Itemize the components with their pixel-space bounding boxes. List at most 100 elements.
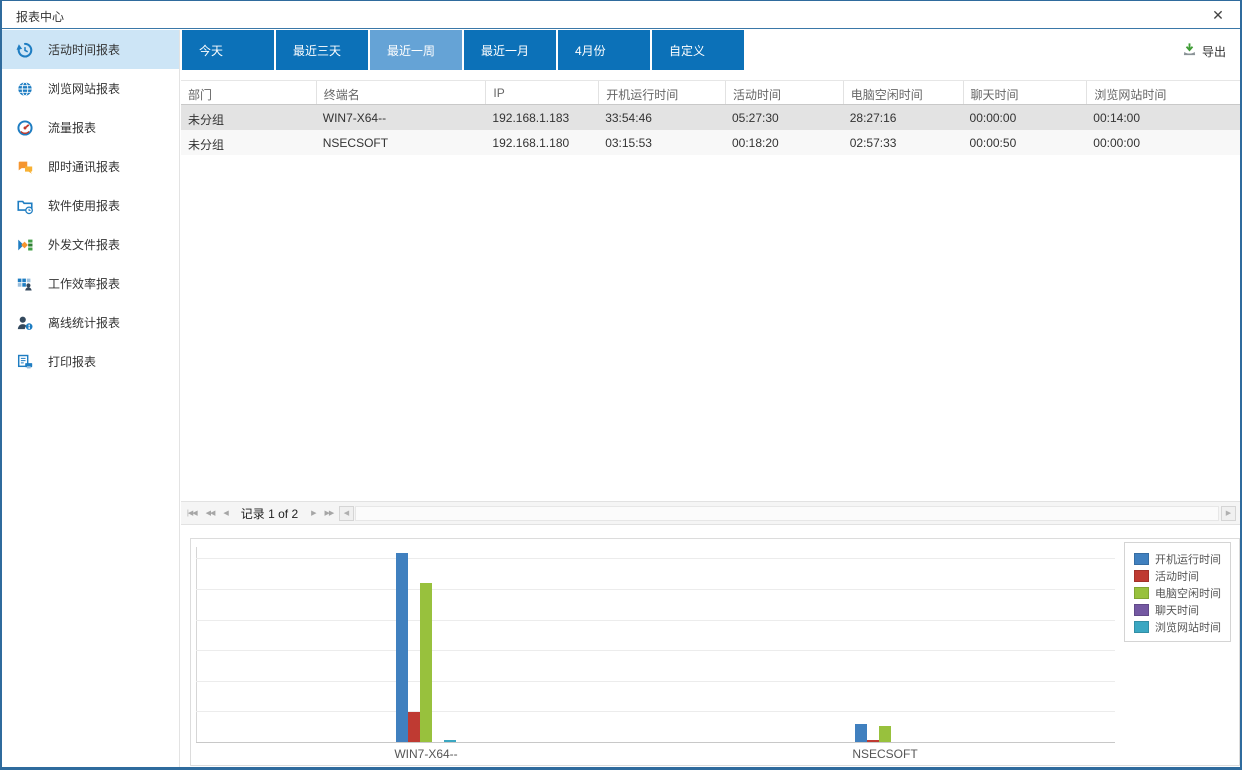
offline-user-icon [15, 314, 35, 332]
column-header-1[interactable]: 部门 [188, 88, 213, 102]
chat-icon [15, 158, 35, 176]
table-cell: 05:27:30 [731, 111, 779, 125]
pagination-bar: |◀◀◀◀◀记录 1 of 2▶▶▶▶▶| ◀ ▶ [181, 501, 1240, 525]
bar-WIN7-X64---浏览网站时间 [444, 740, 456, 742]
x-axis-label: WIN7-X64-- [394, 747, 458, 761]
tab-2[interactable]: 最近三天 [276, 30, 368, 70]
tab-4[interactable]: 最近一月 [464, 30, 556, 70]
sidebar-item-offline-user[interactable]: 离线统计报表 [2, 303, 179, 342]
column-header-2[interactable]: 终端名 [315, 81, 486, 104]
table-cell: 33:54:46 [605, 111, 652, 125]
chart-gridline [196, 650, 1115, 652]
bar-NSECSOFT-开机运行时间 [855, 724, 867, 742]
table-cell: 00:00:00 [969, 111, 1017, 125]
table-row[interactable]: 未分组 NSECSOFT 192.168.1.180 03:15:53 00:18:20… [181, 130, 1240, 155]
chart-gridline [196, 680, 1115, 682]
table-cell: NSECSOFT [322, 136, 389, 150]
legend-item: 浏览网站时间 [1134, 618, 1230, 635]
software-icon [15, 197, 35, 215]
record-count-text: 记录 1 of 2 [240, 506, 299, 521]
sidebar-item-gauge[interactable]: 流量报表 [2, 108, 179, 147]
table-row[interactable]: 未分组 WIN7-X64-- 192.168.1.183 33:54:46 05:27:… [181, 105, 1240, 130]
fast-prev-icon[interactable]: ◀◀ [205, 510, 216, 517]
legend-item: 开机运行时间 [1134, 550, 1230, 567]
legend-label: 活动时间 [1155, 570, 1199, 583]
legend-label: 聊天时间 [1155, 604, 1199, 617]
hscroll-left-icon[interactable]: ◀ [339, 506, 354, 521]
sidebar-item-chat[interactable]: 即时通讯报表 [2, 147, 179, 186]
fast-next-icon[interactable]: ▶▶ [324, 510, 335, 517]
table-cell: 00:00:50 [969, 136, 1017, 150]
tab-3[interactable]: 最近一周 [370, 30, 462, 70]
legend-label: 电脑空闲时间 [1155, 587, 1221, 600]
printer-icon [15, 353, 35, 371]
activity-time-bar-chart: 开机运行时间 活动时间 电脑空闲时间 聊天时间 浏览网站时间 WIN7-X64-- NSE… [190, 538, 1240, 766]
chart-gridline [196, 619, 1115, 621]
table-cell: 00:18:20 [731, 136, 779, 150]
sidebar-item-label: 即时通讯报表 [48, 160, 121, 174]
prev-page-icon[interactable]: ◀ [223, 510, 228, 517]
export-button[interactable]: 导出 [1182, 41, 1226, 61]
legend-label: 浏览网站时间 [1155, 621, 1221, 634]
first-page-icon[interactable]: |◀◀ [187, 510, 198, 517]
table-cell: 28:27:16 [849, 111, 897, 125]
hscroll-track[interactable] [355, 506, 1219, 521]
tab-1[interactable]: 今天 [182, 30, 274, 70]
export-label: 导出 [1201, 44, 1226, 59]
legend-swatch [1134, 603, 1149, 616]
column-header-5[interactable]: 活动时间 [724, 81, 843, 104]
column-header-3[interactable]: IP [485, 81, 598, 104]
chart-gridline [196, 558, 1115, 560]
column-header-4[interactable]: 开机运行时间 [598, 81, 725, 104]
table-cell: 未分组 [188, 113, 225, 127]
legend-label: 开机运行时间 [1155, 553, 1221, 566]
column-header-7[interactable]: 聊天时间 [962, 81, 1087, 104]
chart-y-axis [196, 547, 197, 743]
tab-6[interactable]: 自定义 [652, 30, 744, 70]
table-cell: 03:15:53 [605, 136, 652, 150]
chart-gridline [196, 711, 1115, 713]
chart-x-axis [196, 742, 1115, 743]
sidebar-item-efficiency[interactable]: 工作效率报表 [2, 264, 179, 303]
sidebar-item-printer[interactable]: 打印报表 [2, 342, 179, 381]
title-bar: 报表中心 ✕ [2, 1, 1240, 29]
legend-swatch [1134, 620, 1149, 633]
legend-item: 聊天时间 [1134, 601, 1230, 618]
table-cell: 00:14:00 [1093, 111, 1141, 125]
hscroll-right-icon[interactable]: ▶ [1221, 506, 1236, 521]
table-cell: 192.168.1.180 [492, 136, 570, 150]
close-icon[interactable]: ✕ [1212, 7, 1224, 23]
outgoing-file-icon [15, 236, 35, 254]
bar-NSECSOFT-电脑空闲时间 [879, 726, 891, 742]
chart-gridline [196, 589, 1115, 590]
sidebar-item-label: 活动时间报表 [48, 43, 121, 57]
sidebar-item-software[interactable]: 软件使用报表 [2, 186, 179, 225]
efficiency-icon [15, 275, 35, 293]
table-cell: WIN7-X64-- [322, 111, 387, 125]
sidebar-item-label: 流量报表 [48, 121, 97, 135]
table-cell: 未分组 [188, 138, 225, 152]
sidebar-item-outgoing-file[interactable]: 外发文件报表 [2, 225, 179, 264]
sidebar-item-globe[interactable]: 浏览网站报表 [2, 69, 179, 108]
table-cell: 00:00:00 [1093, 136, 1141, 150]
globe-icon [15, 80, 35, 98]
table-cell: 02:57:33 [849, 136, 897, 150]
legend-swatch [1134, 586, 1149, 599]
next-page-icon[interactable]: ▶ [311, 510, 316, 517]
main-panel: 今天 最近三天 最近一周 最近一月 4月份 自定义 导出 部门 终端名 IP 开机运行时间 活动时… [181, 30, 1240, 767]
gauge-icon [15, 119, 35, 137]
bar-NSECSOFT-活动时间 [867, 740, 879, 742]
sidebar-item-label: 外发文件报表 [48, 238, 121, 252]
legend-item: 活动时间 [1134, 567, 1230, 584]
sidebar-item-label: 离线统计报表 [48, 316, 121, 330]
column-header-6[interactable]: 电脑空闲时间 [842, 81, 963, 104]
sidebar-item-label: 打印报表 [48, 355, 97, 369]
column-header-8[interactable]: 浏览网站时间 [1086, 81, 1240, 104]
tab-5[interactable]: 4月份 [558, 30, 650, 70]
legend-swatch [1134, 569, 1149, 582]
legend-swatch [1134, 552, 1149, 565]
date-range-tabstrip: 今天 最近三天 最近一周 最近一月 4月份 自定义 [182, 30, 746, 71]
sidebar-item-history[interactable]: 活动时间报表 [2, 30, 179, 69]
sidebar-item-label: 浏览网站报表 [48, 82, 121, 96]
sidebar-item-label: 软件使用报表 [48, 199, 121, 213]
